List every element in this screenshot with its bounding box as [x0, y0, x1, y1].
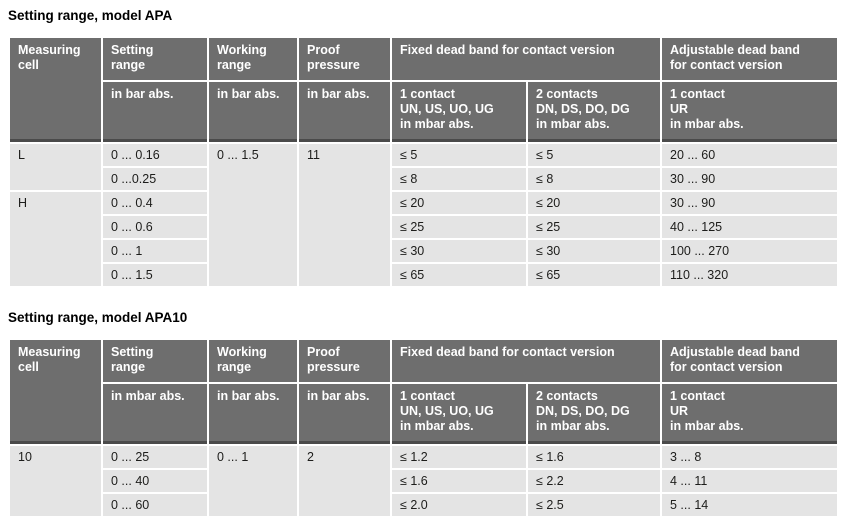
unit-header-working: in bar abs. [209, 82, 297, 142]
column-header-proof-pressure: Proof pressure [299, 38, 390, 80]
header-unit-row: in bar abs. in bar abs. in bar abs. 1 co… [10, 82, 837, 142]
cell-adjustable: 40 ... 125 [662, 216, 837, 238]
unit-header-contact-ur: 1 contact UR in mbar abs. [662, 82, 837, 142]
header-unit-row: in mbar abs. in bar abs. in bar abs. 1 c… [10, 384, 837, 444]
cell-setting-range: 0 ... 0.4 [103, 192, 207, 214]
column-header-working-range: Working range [209, 340, 297, 382]
unit-header-contact-2: 2 contacts DN, DS, DO, DG in mbar abs. [528, 82, 660, 142]
cell-setting-range: 0 ... 1 [103, 240, 207, 262]
unit-header-setting: in mbar abs. [103, 384, 207, 444]
header-group-row: Measuring cell Setting range Working ran… [10, 340, 837, 444]
table-row: 0 ... 1.5 ≤ 65 ≤ 65 110 ... 320 [10, 264, 837, 286]
cell-fixed-1-contact: ≤ 2.0 [392, 494, 526, 516]
cell-setting-range: 0 ... 60 [103, 494, 207, 516]
cell-setting-range: 0 ...0.25 [103, 168, 207, 190]
apa-spec-table: Measuring cell Setting range Working ran… [8, 36, 839, 288]
column-header-setting-range: Setting range [103, 38, 207, 80]
cell-measuring-cell: 10 [10, 446, 101, 516]
cell-adjustable: 110 ... 320 [662, 264, 837, 286]
unit-header-contact-1: 1 contact UN, US, UO, UG in mbar abs. [392, 384, 526, 444]
column-header-proof-pressure: Proof pressure [299, 340, 390, 382]
column-header-fixed-dead-band: Fixed dead band for contact version [392, 340, 660, 382]
cell-fixed-2-contacts: ≤ 25 [528, 216, 660, 238]
column-header-measuring-cell: Measuring cell [10, 38, 101, 142]
column-header-adjustable-dead-band: Adjustable dead band for contact version [662, 38, 837, 80]
cell-adjustable: 5 ... 14 [662, 494, 837, 516]
section-apa: Setting range, model APA Measuring cell … [8, 8, 839, 288]
cell-fixed-1-contact: ≤ 20 [392, 192, 526, 214]
cell-measuring-cell: H [10, 192, 101, 286]
cell-fixed-1-contact: ≤ 8 [392, 168, 526, 190]
cell-fixed-1-contact: ≤ 1.2 [392, 446, 526, 468]
column-header-adjustable-dead-band: Adjustable dead band for contact version [662, 340, 837, 382]
table-title-apa10: Setting range, model APA10 [8, 310, 188, 325]
table-row: 0 ... 60 ≤ 2.0 ≤ 2.5 5 ... 14 [10, 494, 837, 516]
cell-fixed-1-contact: ≤ 30 [392, 240, 526, 262]
table-row: L 0 ... 0.16 0 ... 1.5 11 ≤ 5 ≤ 5 20 ...… [10, 144, 837, 286]
cell-fixed-2-contacts: ≤ 8 [528, 168, 660, 190]
header-group-row: Measuring cell Setting range Working ran… [10, 38, 837, 142]
unit-header-setting: in bar abs. [103, 82, 207, 142]
cell-fixed-2-contacts: ≤ 2.5 [528, 494, 660, 516]
column-header-measuring-cell: Measuring cell [10, 340, 101, 444]
cell-adjustable: 20 ... 60 [662, 144, 837, 166]
cell-working-range: 0 ... 1.5 [209, 144, 297, 286]
column-header-setting-range: Setting range [103, 340, 207, 382]
cell-adjustable: 30 ... 90 [662, 168, 837, 190]
cell-fixed-2-contacts: ≤ 1.6 [528, 446, 660, 468]
table-row: 0 ... 1 ≤ 30 ≤ 30 100 ... 270 [10, 240, 837, 262]
cell-fixed-2-contacts: ≤ 20 [528, 192, 660, 214]
cell-setting-range: 0 ... 40 [103, 470, 207, 492]
cell-fixed-1-contact: ≤ 25 [392, 216, 526, 238]
cell-fixed-2-contacts: ≤ 2.2 [528, 470, 660, 492]
cell-adjustable: 4 ... 11 [662, 470, 837, 492]
unit-header-contact-1: 1 contact UN, US, UO, UG in mbar abs. [392, 82, 526, 142]
cell-setting-range: 0 ... 1.5 [103, 264, 207, 286]
cell-proof-pressure: 11 [299, 144, 390, 286]
cell-fixed-1-contact: ≤ 5 [392, 144, 526, 166]
cell-proof-pressure: 2 [299, 446, 390, 516]
cell-setting-range: 0 ... 0.6 [103, 216, 207, 238]
unit-header-contact-2: 2 contacts DN, DS, DO, DG in mbar abs. [528, 384, 660, 444]
cell-fixed-2-contacts: ≤ 30 [528, 240, 660, 262]
cell-setting-range: 0 ... 0.16 [103, 144, 207, 166]
unit-header-working: in bar abs. [209, 384, 297, 444]
cell-adjustable: 100 ... 270 [662, 240, 837, 262]
unit-header-proof: in bar abs. [299, 82, 390, 142]
table-row: 10 0 ... 25 0 ... 1 2 ≤ 1.2 ≤ 1.6 3 ... … [10, 446, 837, 516]
cell-fixed-2-contacts: ≤ 5 [528, 144, 660, 166]
section-apa10: Setting range, model APA10 Measuring cel… [8, 310, 839, 518]
column-header-working-range: Working range [209, 38, 297, 80]
cell-fixed-1-contact: ≤ 1.6 [392, 470, 526, 492]
unit-header-contact-ur: 1 contact UR in mbar abs. [662, 384, 837, 444]
table-row: 0 ... 40 ≤ 1.6 ≤ 2.2 4 ... 11 [10, 470, 837, 492]
table-row: 0 ... 0.6 ≤ 25 ≤ 25 40 ... 125 [10, 216, 837, 238]
cell-setting-range: 0 ... 25 [103, 446, 207, 468]
table-row: H 0 ... 0.4 ≤ 20 ≤ 20 30 ... 90 [10, 192, 837, 286]
cell-measuring-cell: L [10, 144, 101, 190]
column-header-fixed-dead-band: Fixed dead band for contact version [392, 38, 660, 80]
cell-working-range: 0 ... 1 [209, 446, 297, 516]
unit-header-proof: in bar abs. [299, 384, 390, 444]
cell-fixed-1-contact: ≤ 65 [392, 264, 526, 286]
cell-adjustable: 3 ... 8 [662, 446, 837, 468]
apa10-spec-table: Measuring cell Setting range Working ran… [8, 338, 839, 518]
table-title-apa: Setting range, model APA [8, 8, 173, 23]
cell-adjustable: 30 ... 90 [662, 192, 837, 214]
table-row: 0 ...0.25 ≤ 8 ≤ 8 30 ... 90 [10, 168, 837, 190]
cell-fixed-2-contacts: ≤ 65 [528, 264, 660, 286]
